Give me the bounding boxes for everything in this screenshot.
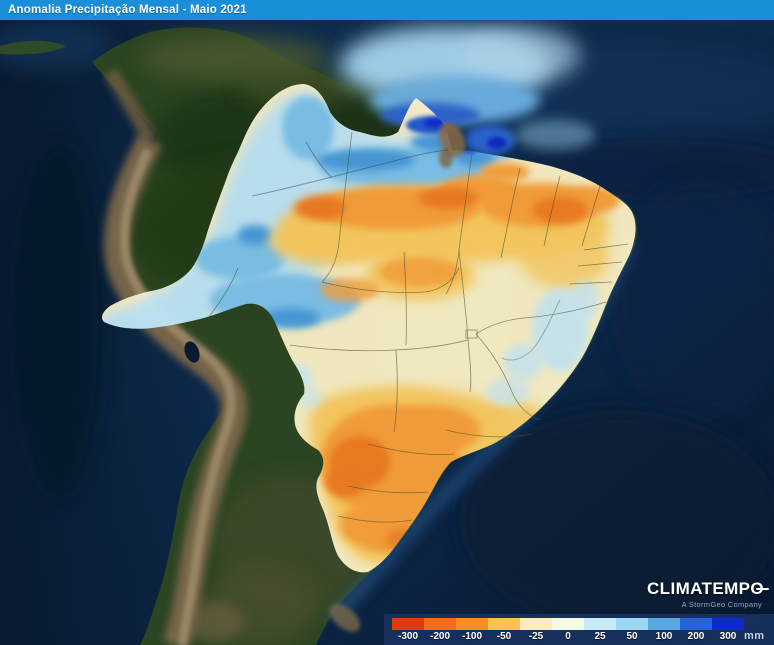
legend-segment: [424, 618, 456, 630]
legend-bar: [392, 618, 744, 630]
climatempo-logo: CLIMATEMPO A StormGeo Company: [646, 579, 769, 609]
legend: -300 -200 -100 -50 -25 0 25 50 100 200 300 mm: [384, 614, 774, 645]
legend-unit: mm: [744, 630, 765, 642]
logo-o-dash-icon: O: [750, 579, 769, 598]
legend-segment: [456, 618, 488, 630]
legend-segment: [648, 618, 680, 630]
legend-tick-label: 100: [655, 631, 673, 642]
legend-tick-label: -25: [528, 631, 544, 642]
legend-segment: [488, 618, 520, 630]
legend-labels: -300 -200 -100 -50 -25 0 25 50 100 200 300: [392, 631, 744, 643]
legend-segment: [616, 618, 648, 630]
legend-tick-label: -200: [429, 631, 450, 642]
legend-tick-label: 200: [687, 631, 705, 642]
legend-segment: [552, 618, 584, 630]
amazon-sediment: [438, 122, 466, 168]
legend-segment: [680, 618, 712, 630]
legend-segment: [584, 618, 616, 630]
offshore-anomaly: [340, 27, 595, 155]
legend-tick-label: 300: [719, 631, 737, 642]
legend-tick-label: 25: [594, 631, 606, 642]
andes-mountains: [103, 68, 247, 645]
logo-text-main: CLIMATEMP: [646, 579, 751, 598]
legend-tick-label: 50: [626, 631, 638, 642]
title-bar: Anomalia Precipitação Mensal - Maio 2021: [0, 0, 774, 20]
legend-tick-label: 0: [565, 631, 571, 642]
legend-tick-label: -100: [461, 631, 482, 642]
legend-segment: [712, 618, 744, 630]
legend-segment: [520, 618, 552, 630]
state-borders: [207, 131, 629, 523]
map-title: Anomalia Precipitação Mensal - Maio 2021: [8, 4, 247, 16]
logo-wordmark: CLIMATEMPO: [646, 579, 769, 598]
legend-segment: [392, 618, 424, 630]
legend-tick-label: -300: [397, 631, 418, 642]
logo-tagline: A StormGeo Company: [681, 600, 762, 609]
legend-tick-label: -50: [496, 631, 512, 642]
rivers: [251, 141, 561, 361]
